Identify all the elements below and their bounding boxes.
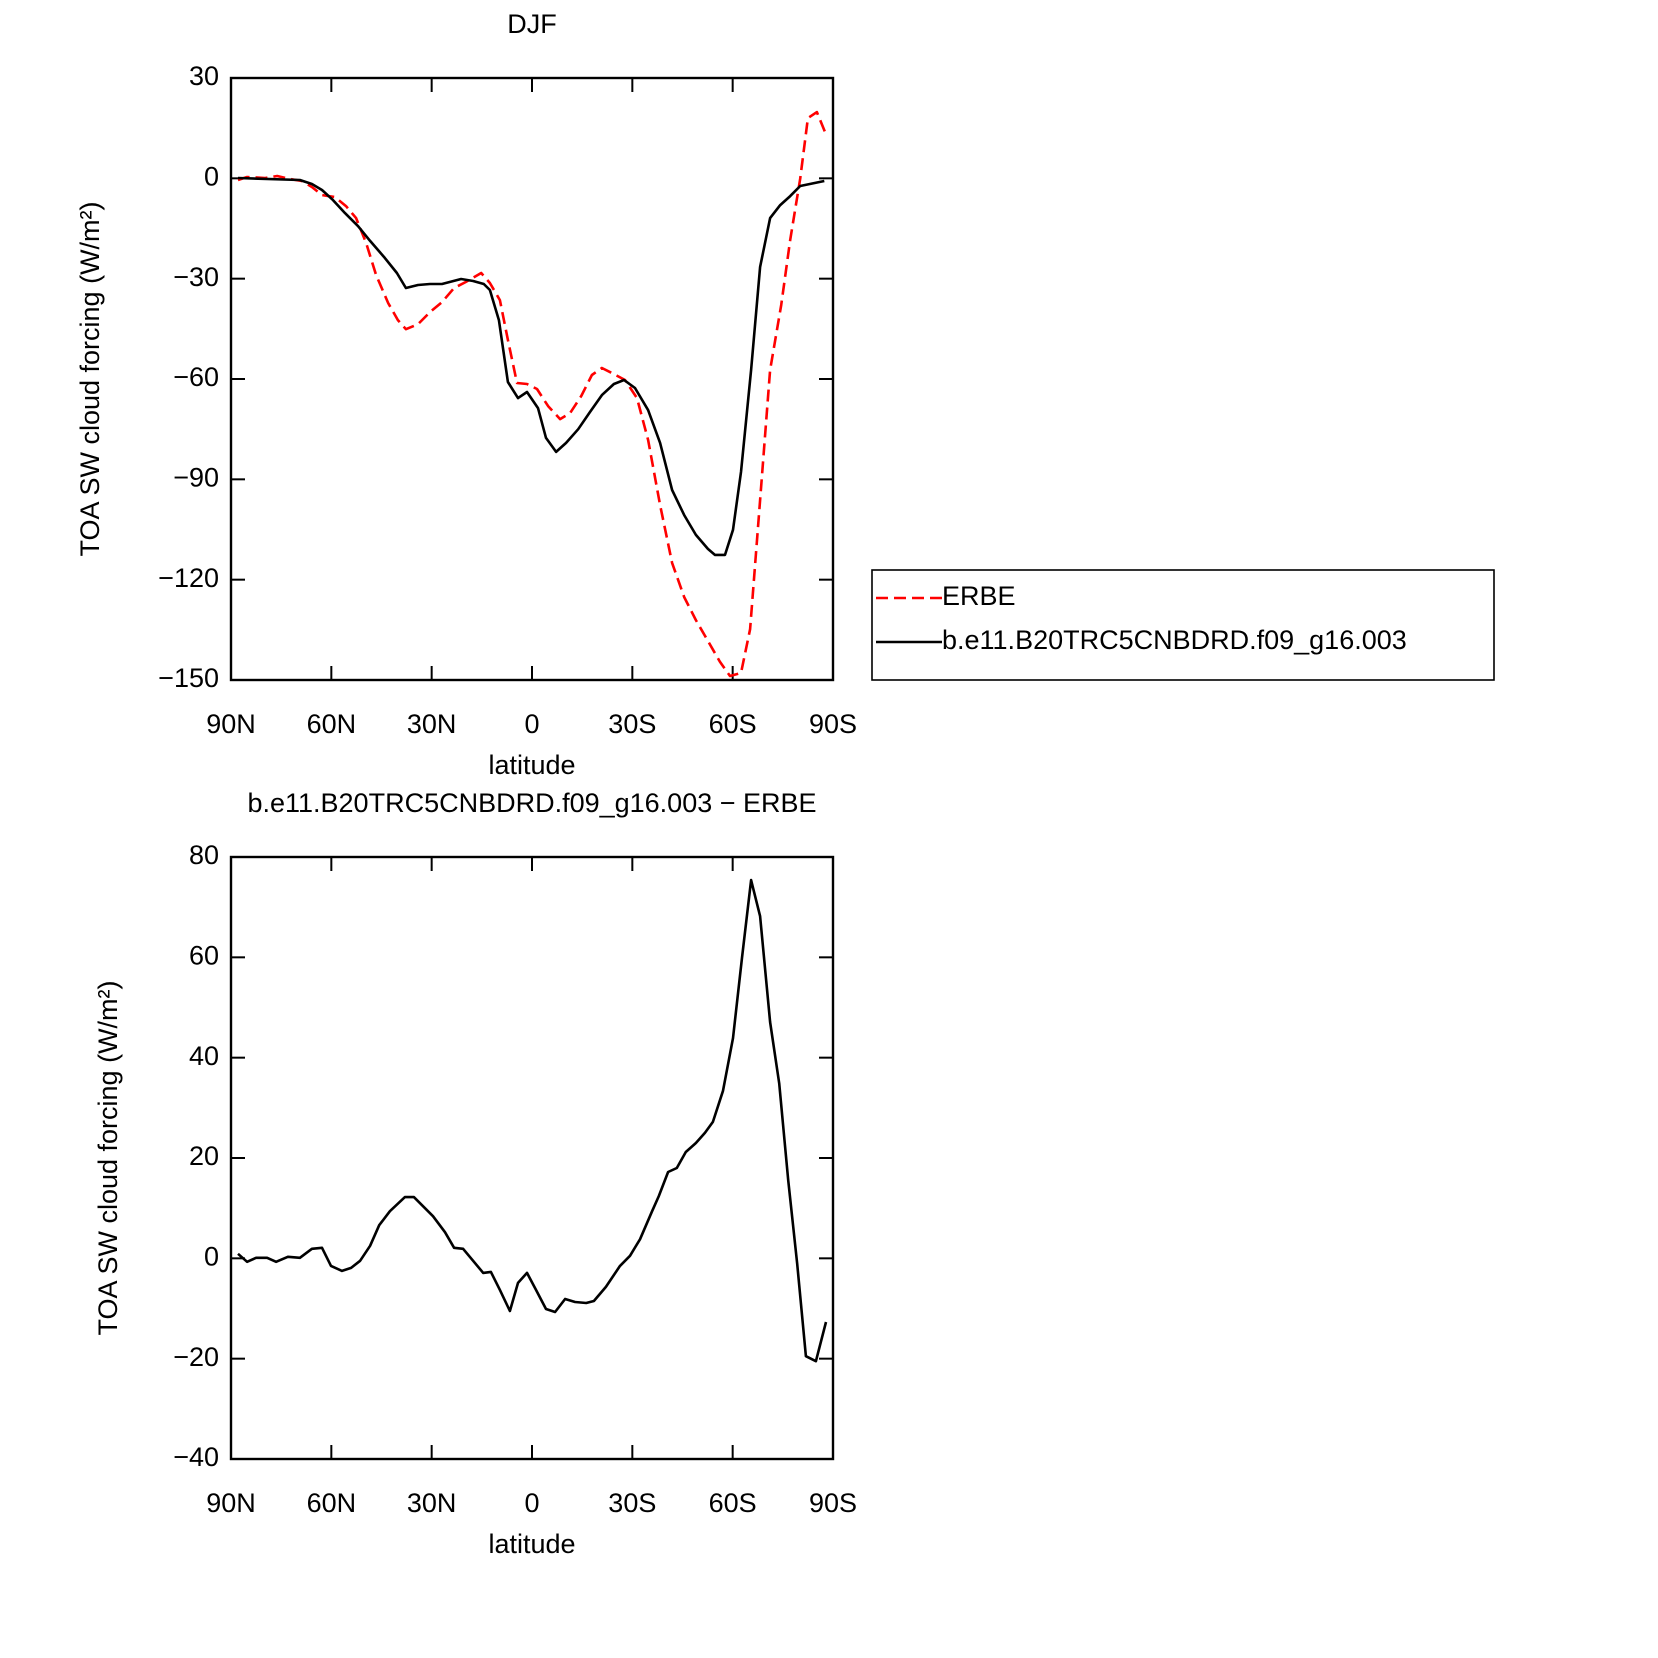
y-tick-label: 80 [189, 840, 219, 870]
plot-frame [229, 76, 835, 682]
y-tick-label: −90 [173, 462, 219, 492]
chart-title: DJF [507, 9, 557, 39]
y-tick-label: 30 [189, 61, 219, 91]
x-tick-label: 30S [608, 709, 656, 739]
y-tick-label: −40 [173, 1442, 219, 1472]
legend-box [871, 569, 1495, 681]
x-tick-label: 60N [307, 1488, 357, 1518]
x-tick-label: 60S [709, 1488, 757, 1518]
x-tick-label: 0 [524, 709, 539, 739]
x-tick-label: 60S [709, 709, 757, 739]
x-axis-label: latitude [488, 750, 575, 780]
legend-label: b.e11.B20TRC5CNBDRD.f09_g16.003 [942, 625, 1407, 655]
data-line [237, 110, 829, 678]
x-tick-label: 90S [809, 709, 857, 739]
x-tick-label: 90N [206, 709, 256, 739]
data-line [237, 176, 825, 557]
y-axis-label: TOA SW cloud forcing (W/m²) [75, 201, 105, 556]
y-tick-label: −60 [173, 362, 219, 392]
y-tick-label: 0 [204, 1241, 219, 1271]
x-tick-label: 30N [407, 1488, 457, 1518]
y-tick-label: −20 [173, 1342, 219, 1372]
x-tick-label: 30S [608, 1488, 656, 1518]
y-tick-label: 60 [189, 940, 219, 970]
y-tick-label: 20 [189, 1141, 219, 1171]
y-tick-label: −150 [158, 663, 219, 693]
y-tick-label: 40 [189, 1041, 219, 1071]
x-tick-label: 30N [407, 709, 457, 739]
x-tick-label: 60N [307, 709, 357, 739]
y-tick-label: 0 [204, 161, 219, 191]
data-line [237, 878, 828, 1363]
x-tick-label: 90S [809, 1488, 857, 1518]
y-tick-label: −120 [158, 563, 219, 593]
x-tick-label: 0 [524, 1488, 539, 1518]
plot-frame [229, 855, 835, 1461]
y-tick-label: −30 [173, 262, 219, 292]
chart-title: b.e11.B20TRC5CNBDRD.f09_g16.003 − ERBE [247, 788, 816, 818]
x-axis-label: latitude [488, 1529, 575, 1559]
legend-label: ERBE [942, 581, 1016, 611]
x-tick-label: 90N [206, 1488, 256, 1518]
y-axis-label: TOA SW cloud forcing (W/m²) [93, 980, 123, 1335]
